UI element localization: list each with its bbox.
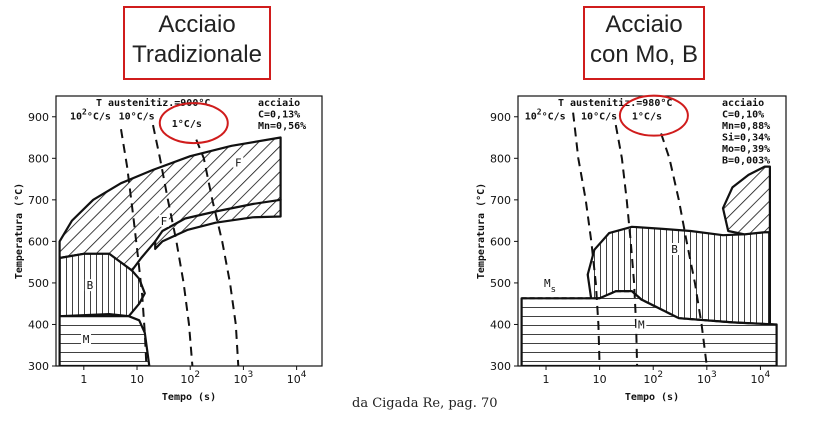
y-tick-label-5: 800 xyxy=(490,152,511,165)
y-tick-label-2: 500 xyxy=(28,277,49,290)
chart-header: T austenitiz.=900°C xyxy=(96,97,210,109)
cooling-curve-0 xyxy=(120,129,148,366)
composition-line-2: Mn=0,56% xyxy=(258,121,306,132)
y-tick-label-0: 300 xyxy=(28,360,49,373)
region-b-2 xyxy=(58,252,146,318)
cooling-rate-label-1: 10°C/s xyxy=(581,112,617,123)
cooling-rate-label-2: 1°C/s xyxy=(172,119,202,130)
y-tick-label-1: 400 xyxy=(490,318,511,331)
y-tick-label-4: 700 xyxy=(490,194,511,207)
composition-line-5: B=0,003% xyxy=(722,156,770,167)
source-note: da Cigada Re, pag. 70 xyxy=(352,396,498,411)
y-tick-label-2: 500 xyxy=(490,277,511,290)
title-left-line1: Acciaio xyxy=(158,11,236,38)
highlight-circle xyxy=(618,94,689,137)
cooling-curve-2 xyxy=(660,133,708,366)
y-tick-label-0: 300 xyxy=(490,360,511,373)
x-tick-label-4: 104 xyxy=(287,370,307,386)
y-tick-label-3: 600 xyxy=(490,235,511,248)
title-left-line2: Tradizionale xyxy=(132,41,262,68)
x-tick-label-1: 10 xyxy=(130,373,144,386)
region-f-1 xyxy=(154,198,282,250)
y-tick-label-6: 900 xyxy=(28,111,49,124)
region-label-0: B xyxy=(671,243,678,256)
cct-chart-traditional: F F B M T austenitiz.=900°C acciaioC=0,13%Mn=… xyxy=(14,95,323,403)
composition-line-1: C=0,10% xyxy=(722,110,764,121)
y-axis-title: Temperatura (°C) xyxy=(476,183,487,279)
ms-line xyxy=(521,290,777,326)
x-tick-label-4: 104 xyxy=(751,370,771,386)
cooling-curve-1 xyxy=(614,124,639,366)
y-tick-label-6: 900 xyxy=(490,111,511,124)
title-left: Acciaio Tradizionale xyxy=(123,6,271,80)
cooling-rate-label-0: 102°C/s xyxy=(70,108,111,123)
title-right-line2: con Mo, B xyxy=(589,41,699,68)
chart-header: T austenitiz.=980°C xyxy=(558,97,672,109)
highlight-circle xyxy=(158,102,229,145)
composition-line-1: C=0,13% xyxy=(258,110,300,121)
y-axis-title: Temperatura (°C) xyxy=(14,183,25,279)
region-label-1: F xyxy=(161,215,168,228)
cooling-curve-1 xyxy=(152,124,194,366)
cooling-curve-2 xyxy=(195,139,240,366)
title-right: Acciaio con Mo, B xyxy=(583,6,705,80)
cooling-rate-label-0: 102°C/s xyxy=(525,108,566,123)
x-tick-label-2: 102 xyxy=(180,370,200,386)
composition-line-3: Si=0,34% xyxy=(722,132,770,144)
cooling-rate-label-1: 10°C/s xyxy=(119,112,155,123)
y-tick-label-4: 700 xyxy=(28,194,49,207)
x-tick-label-1: 10 xyxy=(593,373,607,386)
region-label-0: F xyxy=(235,157,242,170)
x-axis-title: Tempo (s) xyxy=(625,392,679,403)
region-label-3: M xyxy=(83,333,90,346)
composition-line-2: Mn=0,88% xyxy=(722,121,770,132)
y-tick-label-3: 600 xyxy=(28,235,49,248)
region-label-2: B xyxy=(87,279,94,292)
x-tick-label-0: 1 xyxy=(80,373,87,386)
title-right-line1: Acciaio xyxy=(605,11,683,38)
x-axis-title: Tempo (s) xyxy=(162,392,216,403)
y-tick-label-1: 400 xyxy=(28,318,49,331)
x-tick-label-2: 102 xyxy=(643,370,663,386)
region-label-2: M xyxy=(638,319,645,332)
composition-line-0: acciaio xyxy=(258,97,300,109)
region-pearlite-1 xyxy=(721,165,771,236)
cooling-rate-label-2: 1°C/s xyxy=(632,112,662,123)
cooling-curve-0 xyxy=(572,112,601,366)
region-m-3 xyxy=(58,315,151,366)
composition-line-4: Mo=0,39% xyxy=(722,144,770,155)
composition-line-0: acciaio xyxy=(722,97,764,109)
x-tick-label-3: 103 xyxy=(697,370,717,386)
x-tick-label-0: 1 xyxy=(543,373,550,386)
y-tick-label-5: 800 xyxy=(28,152,49,165)
x-tick-label-3: 103 xyxy=(234,370,254,386)
